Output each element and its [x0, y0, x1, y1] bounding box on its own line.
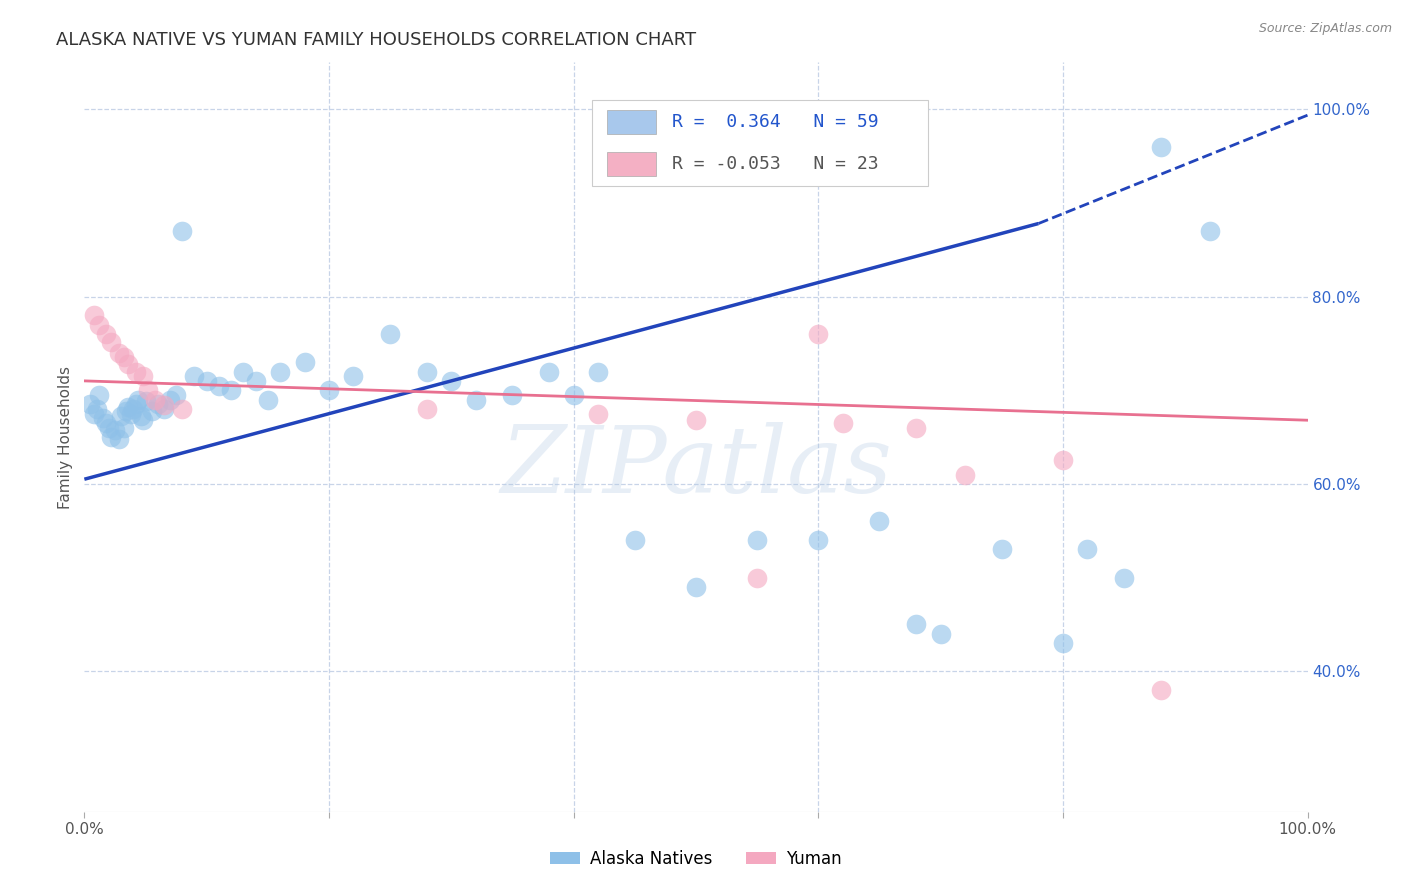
Point	[96, 416, 118, 430]
Point	[269, 365, 291, 379]
Point	[991, 542, 1014, 557]
Point	[1052, 636, 1074, 650]
Text: R =  0.364   N = 59: R = 0.364 N = 59	[672, 113, 879, 131]
Point	[117, 400, 139, 414]
Point	[120, 407, 142, 421]
Legend: Alaska Natives, Yuman: Alaska Natives, Yuman	[544, 843, 848, 874]
Point	[83, 308, 105, 322]
Point	[831, 416, 853, 430]
Point	[195, 374, 218, 388]
Point	[132, 413, 155, 427]
Point	[953, 467, 976, 482]
Y-axis label: Family Households: Family Households	[58, 366, 73, 508]
Point	[502, 388, 524, 402]
FancyBboxPatch shape	[592, 100, 928, 186]
Point	[153, 401, 176, 416]
Point	[294, 355, 316, 369]
Point	[807, 533, 830, 547]
Point	[127, 392, 149, 407]
Point	[143, 392, 166, 407]
Point	[107, 432, 129, 446]
Point	[136, 384, 159, 398]
Point	[219, 384, 242, 398]
Point	[1150, 683, 1173, 698]
Point	[1052, 453, 1074, 467]
Point	[165, 388, 187, 402]
Point	[1150, 139, 1173, 153]
Point	[100, 430, 122, 444]
FancyBboxPatch shape	[606, 152, 655, 176]
Point	[905, 617, 928, 632]
Point	[135, 394, 157, 409]
Point	[100, 334, 122, 349]
Point	[153, 398, 176, 412]
Point	[869, 514, 891, 528]
Point	[115, 404, 138, 418]
Point	[562, 388, 585, 402]
Point	[110, 409, 132, 424]
Point	[97, 421, 120, 435]
Text: ZIPatlas: ZIPatlas	[501, 422, 891, 512]
Point	[183, 369, 205, 384]
Point	[96, 326, 118, 341]
Point	[464, 392, 486, 407]
Point	[112, 421, 135, 435]
Point	[685, 413, 707, 427]
Point	[104, 423, 127, 437]
Point	[87, 388, 110, 402]
Text: Source: ZipAtlas.com: Source: ZipAtlas.com	[1258, 22, 1392, 36]
Point	[685, 580, 707, 594]
Point	[232, 365, 254, 379]
Point	[117, 357, 139, 371]
Point	[586, 365, 609, 379]
Point	[122, 401, 145, 416]
Point	[129, 409, 152, 424]
Point	[380, 326, 402, 341]
Point	[318, 384, 340, 398]
Point	[245, 374, 267, 388]
FancyBboxPatch shape	[606, 111, 655, 135]
Point	[112, 351, 135, 365]
Point	[86, 401, 108, 416]
Point	[586, 407, 609, 421]
Point	[125, 397, 148, 411]
Point	[416, 401, 439, 416]
Point	[132, 369, 155, 384]
Point	[208, 378, 231, 392]
Point	[1076, 542, 1098, 557]
Point	[79, 397, 101, 411]
Point	[807, 326, 830, 341]
Point	[416, 365, 439, 379]
Point	[1198, 224, 1220, 238]
Point	[538, 365, 561, 379]
Point	[107, 346, 129, 360]
Point	[747, 571, 769, 585]
Point	[125, 365, 148, 379]
Point	[87, 318, 110, 332]
Point	[159, 392, 181, 407]
Point	[905, 421, 928, 435]
Point	[624, 533, 647, 547]
Point	[257, 392, 280, 407]
Point	[1114, 571, 1136, 585]
Point	[747, 533, 769, 547]
Point	[141, 404, 163, 418]
Point	[83, 407, 105, 421]
Text: R = -0.053   N = 23: R = -0.053 N = 23	[672, 154, 879, 172]
Point	[172, 224, 194, 238]
Point	[146, 397, 169, 411]
Text: ALASKA NATIVE VS YUMAN FAMILY HOUSEHOLDS CORRELATION CHART: ALASKA NATIVE VS YUMAN FAMILY HOUSEHOLDS…	[56, 31, 696, 49]
Point	[440, 374, 463, 388]
Point	[929, 626, 952, 640]
Point	[342, 369, 364, 384]
Point	[172, 401, 194, 416]
Point	[91, 411, 114, 425]
